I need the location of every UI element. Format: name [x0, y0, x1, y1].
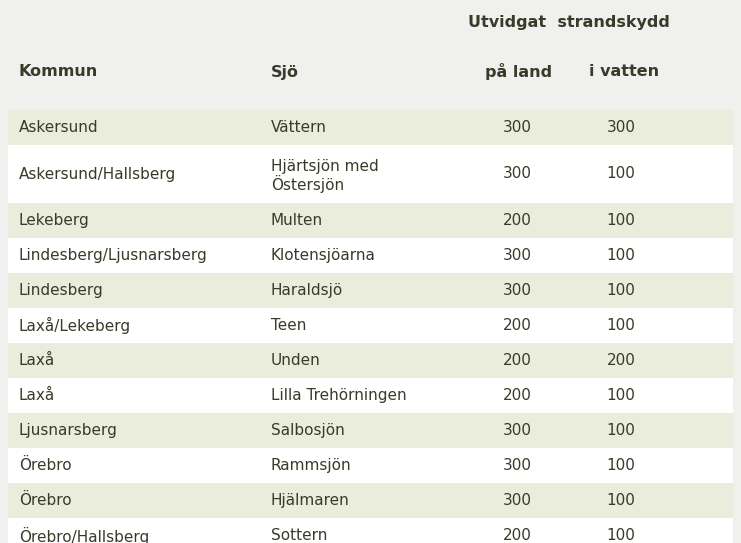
Text: Örebro/Hallsberg: Örebro/Hallsberg	[19, 527, 149, 543]
Text: 100: 100	[607, 167, 636, 181]
Bar	[8, 203, 733, 238]
Text: 200: 200	[502, 388, 531, 403]
Text: Rammsjön: Rammsjön	[271, 458, 352, 473]
Bar	[8, 343, 733, 378]
Text: Sottern: Sottern	[271, 528, 328, 543]
Text: på land: på land	[485, 64, 552, 80]
Bar	[8, 413, 733, 448]
Text: 300: 300	[502, 283, 531, 298]
Text: Salbosjön: Salbosjön	[271, 423, 345, 438]
Text: 100: 100	[607, 423, 636, 438]
Text: Lindesberg/Ljusnarsberg: Lindesberg/Ljusnarsberg	[19, 248, 207, 263]
Bar	[8, 110, 733, 145]
Text: Lekeberg: Lekeberg	[19, 213, 90, 228]
Text: 300: 300	[502, 458, 531, 473]
Text: Hjärtsjön med: Hjärtsjön med	[271, 159, 379, 174]
Text: 300: 300	[606, 120, 636, 135]
Text: 100: 100	[607, 458, 636, 473]
Text: Laxå/Lekeberg: Laxå/Lekeberg	[19, 317, 131, 334]
Text: 200: 200	[502, 528, 531, 543]
Text: 300: 300	[502, 120, 531, 135]
Text: 100: 100	[607, 283, 636, 298]
Bar	[8, 145, 733, 203]
Text: Askersund: Askersund	[19, 120, 99, 135]
Text: Utvidgat  strandskydd: Utvidgat strandskydd	[468, 15, 670, 29]
Text: Haraldsjö: Haraldsjö	[271, 283, 343, 298]
Text: Multen: Multen	[271, 213, 323, 228]
Text: Unden: Unden	[271, 353, 321, 368]
Text: Kommun: Kommun	[19, 65, 99, 79]
Text: 100: 100	[607, 388, 636, 403]
Text: 200: 200	[502, 318, 531, 333]
Text: 200: 200	[502, 353, 531, 368]
Text: i vatten: i vatten	[589, 65, 659, 79]
Bar	[8, 238, 733, 273]
Bar	[8, 483, 733, 518]
Text: 300: 300	[502, 493, 531, 508]
Bar	[8, 518, 733, 543]
Bar	[8, 448, 733, 483]
Text: Ljusnarsberg: Ljusnarsberg	[19, 423, 118, 438]
Text: Vättern: Vättern	[271, 120, 327, 135]
Text: Sjö: Sjö	[271, 65, 299, 79]
Text: 100: 100	[607, 213, 636, 228]
Text: 200: 200	[502, 213, 531, 228]
Text: Laxå: Laxå	[19, 353, 56, 368]
Text: Klotensjöarna: Klotensjöarna	[271, 248, 376, 263]
Text: Hjälmaren: Hjälmaren	[271, 493, 350, 508]
Bar	[8, 378, 733, 413]
Text: Örebro: Örebro	[19, 458, 72, 473]
Bar	[8, 308, 733, 343]
Text: 100: 100	[607, 248, 636, 263]
Text: 100: 100	[607, 318, 636, 333]
Text: 100: 100	[607, 528, 636, 543]
Text: Laxå: Laxå	[19, 388, 56, 403]
Text: 200: 200	[607, 353, 636, 368]
Text: 300: 300	[502, 167, 531, 181]
Text: Lindesberg: Lindesberg	[19, 283, 104, 298]
Text: 100: 100	[607, 493, 636, 508]
Text: Örebro: Örebro	[19, 493, 72, 508]
Text: 300: 300	[502, 423, 531, 438]
Text: 300: 300	[502, 248, 531, 263]
Text: Östersjön: Östersjön	[271, 175, 344, 193]
Text: Askersund/Hallsberg: Askersund/Hallsberg	[19, 167, 176, 181]
Text: Teen: Teen	[271, 318, 306, 333]
Text: Lilla Trehörningen: Lilla Trehörningen	[271, 388, 407, 403]
Bar	[8, 273, 733, 308]
